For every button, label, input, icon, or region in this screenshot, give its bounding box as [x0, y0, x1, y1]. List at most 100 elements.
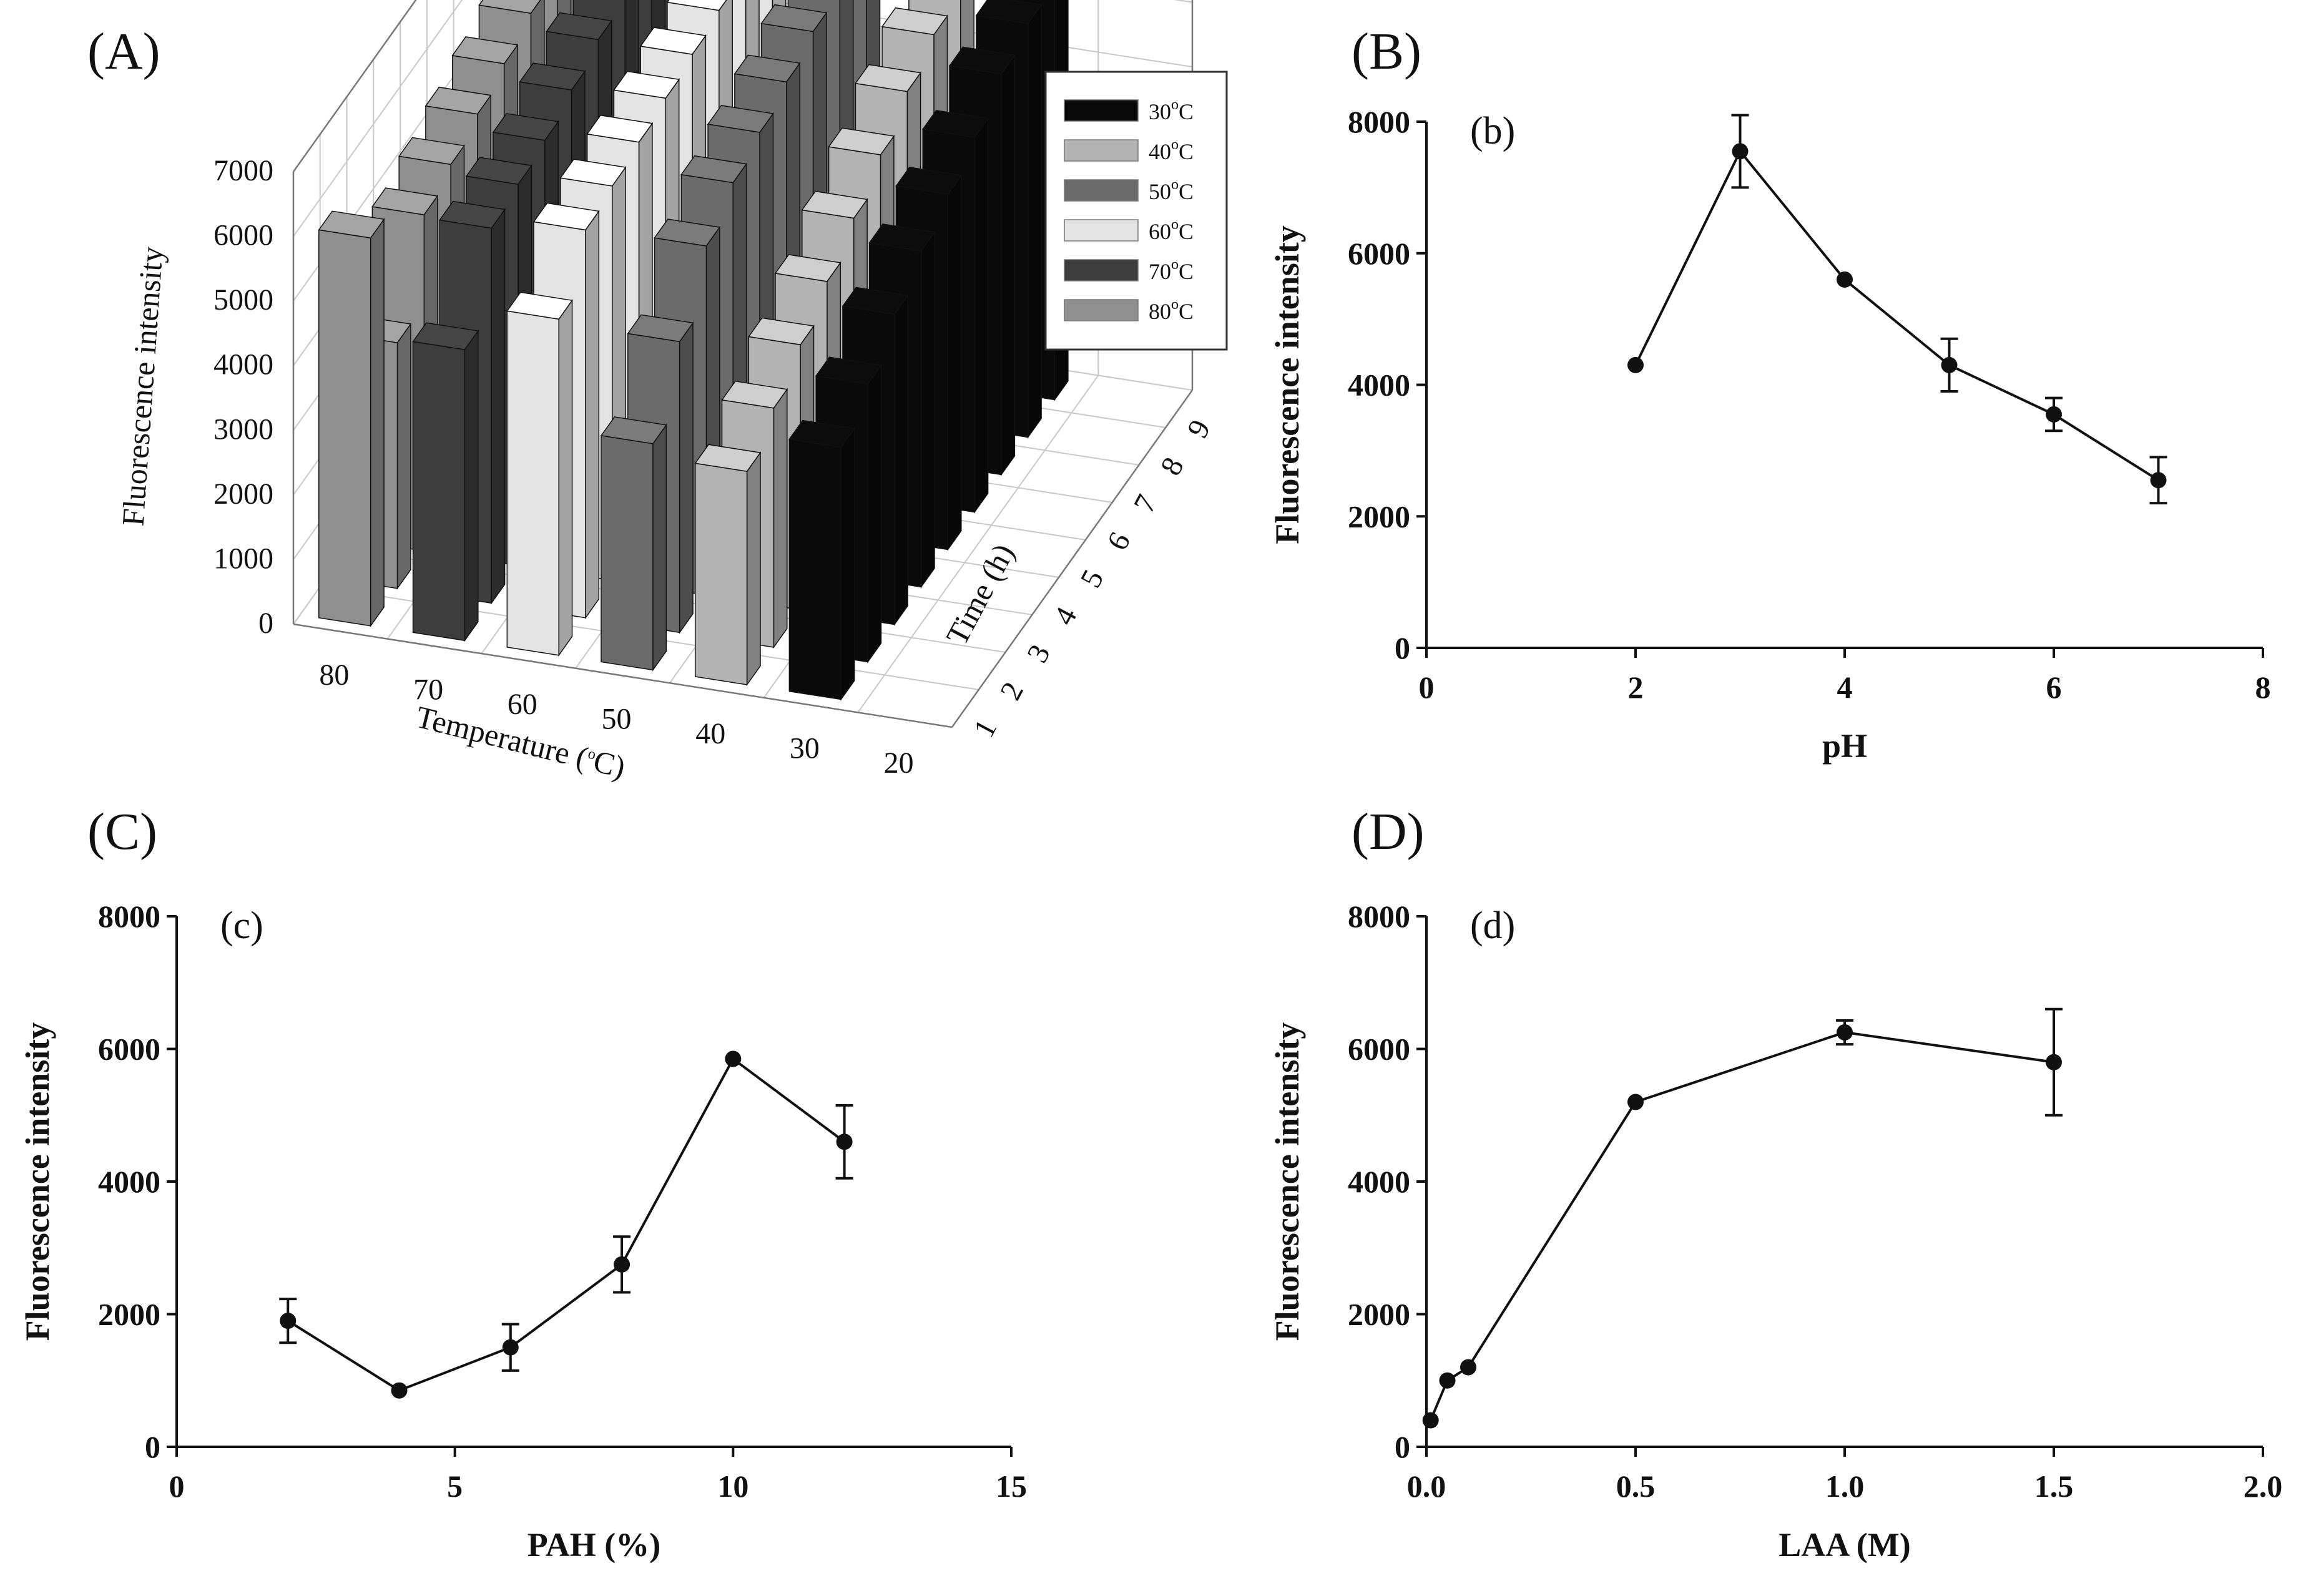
panel-b-x-tick-label: 2: [1628, 670, 1644, 705]
panel-b-data-point: [1941, 356, 1958, 373]
panel-b-ph-chart: (B) 0 2000 4000 6000 8000 0 2 4 6 8 pH Fluorescence…: [1268, 22, 2271, 765]
grid-line: [857, 375, 1099, 713]
panel-a-y-tick-label: 9: [1181, 414, 1217, 443]
panel-a-y-tick-label: 5: [1074, 564, 1110, 593]
panel-a-3d-bar-chart: (A) 0 1000 2000 3000 4000 5000 6000 7000 80 70 60 5…: [87, 0, 1228, 785]
frame-edge: [292, 0, 417, 172]
panel-a-z-tick-label: 5000: [213, 283, 273, 316]
panel-a-z-tick-label: 6000: [213, 219, 273, 252]
panel-b-x-tick-label: 8: [2255, 670, 2271, 705]
legend-swatch: [1064, 99, 1139, 122]
panel-c-x-tick-label: 15: [996, 1469, 1027, 1504]
panel-d-series-line: [1429, 1031, 2054, 1421]
panel-c-data-point: [725, 1050, 742, 1067]
panel-a-z-tick-label: 2000: [213, 477, 273, 511]
bar-top: [654, 218, 721, 247]
bar-top: [815, 356, 882, 385]
bar-top: [788, 419, 856, 448]
panel-d-x-tick-label: 2.0: [2244, 1469, 2283, 1504]
panel-d-x-axis-title: LAA (M): [1779, 1526, 1910, 1564]
bar-side: [1001, 54, 1016, 476]
bar-side: [652, 423, 667, 672]
bar-top: [627, 314, 694, 343]
bar-front: [318, 229, 371, 627]
panel-a-x-tick-label: 80: [319, 658, 349, 692]
bar-top: [412, 322, 479, 351]
panel-a-legend: 30oC 40oC 50oC 60oC 70oC 80oC: [1044, 71, 1228, 351]
panel-d-y-axis-title: Fluorescence intensity: [1268, 1022, 1306, 1341]
legend-label: 60oC: [1149, 217, 1194, 244]
panel-b-y-tick-label: 2000: [1348, 499, 1410, 534]
panel-c-x-tick-label: 5: [447, 1469, 463, 1504]
bar-side: [920, 230, 935, 589]
panel-d-y-tick-label: 0: [1395, 1429, 1410, 1464]
panel-a-y-tick-label: 1: [967, 714, 1003, 743]
bar-top: [721, 380, 788, 409]
panel-b-letter: (B): [1352, 22, 1421, 81]
legend-label: 50oC: [1149, 177, 1194, 204]
panel-a-y-tick-label: 4: [1048, 602, 1084, 630]
bar-top: [424, 86, 492, 115]
bar-top: [707, 105, 774, 133]
panel-a-y-tick-label: 3: [1021, 639, 1057, 668]
bar-top: [801, 190, 868, 219]
bar-side: [746, 451, 761, 687]
panel-d-data-point: [1627, 1094, 1644, 1110]
panel-d-data-point: [1460, 1359, 1476, 1376]
bar-top: [868, 223, 936, 252]
bar-top: [546, 12, 613, 41]
bar-top: [438, 200, 506, 229]
bar-top: [506, 291, 573, 320]
bar-side: [585, 210, 600, 620]
bar-top: [465, 157, 532, 185]
legend-swatch: [1064, 219, 1139, 242]
panel-b-data-point: [1732, 143, 1749, 160]
panel-c-letter: (C): [87, 803, 157, 861]
bar-side: [974, 117, 989, 514]
panel-a-letter: (A): [87, 22, 160, 81]
panel-b-series-line: [1634, 149, 2159, 481]
bar-top: [613, 71, 680, 99]
bar-side: [396, 322, 411, 590]
panel-d-x-tick-label: 1.0: [1825, 1469, 1865, 1504]
bar-side: [370, 217, 385, 628]
bar-top: [492, 113, 559, 141]
panel-c-y-tick-label: 0: [145, 1429, 160, 1464]
panel-d-y-tick-label: 4000: [1348, 1164, 1410, 1199]
bar-top: [478, 0, 541, 14]
bar-top: [921, 110, 989, 138]
panel-a-z-tick-label: 1000: [213, 542, 273, 575]
frame-edge: [293, 623, 953, 728]
panel-c-data-point: [614, 1256, 630, 1273]
bar-side: [840, 427, 855, 701]
panel-d-x-tick-label: 0.0: [1407, 1469, 1446, 1504]
bar-top: [600, 416, 667, 444]
bar-top: [747, 317, 815, 346]
bar-side: [947, 174, 962, 551]
panel-b-x-axis-title: pH: [1822, 727, 1867, 765]
bar-top: [694, 444, 762, 472]
legend-label: 40oC: [1149, 137, 1194, 164]
bar-side: [558, 298, 573, 657]
panel-d-data-point: [1439, 1372, 1456, 1389]
panel-c-y-tick-label: 8000: [98, 899, 160, 934]
bar-front: [506, 310, 559, 656]
panel-d-sub-label: (d): [1470, 904, 1515, 947]
bar-side: [464, 329, 479, 642]
legend-label: 30oC: [1149, 97, 1194, 124]
panel-a-z-tick-label: 3000: [213, 413, 273, 446]
bar-side: [491, 208, 506, 605]
legend-swatch: [1064, 299, 1139, 321]
panel-a-y-tick-label: 8: [1154, 452, 1190, 481]
panel-a-y-tick-label: 6: [1101, 527, 1137, 556]
bar-top: [451, 36, 519, 64]
panel-c-x-tick-label: 10: [717, 1469, 748, 1504]
bar-front: [601, 435, 654, 671]
bar-side: [1027, 3, 1042, 439]
panel-a-x-tick-label: 50: [602, 703, 632, 736]
panel-b-y-tick-label: 8000: [1348, 104, 1410, 139]
bar-side: [867, 363, 882, 663]
panel-a-z-axis-title: Fluorescence intensity: [115, 245, 169, 527]
bar-top: [774, 254, 841, 282]
panel-c-y-tick-label: 6000: [98, 1032, 160, 1067]
